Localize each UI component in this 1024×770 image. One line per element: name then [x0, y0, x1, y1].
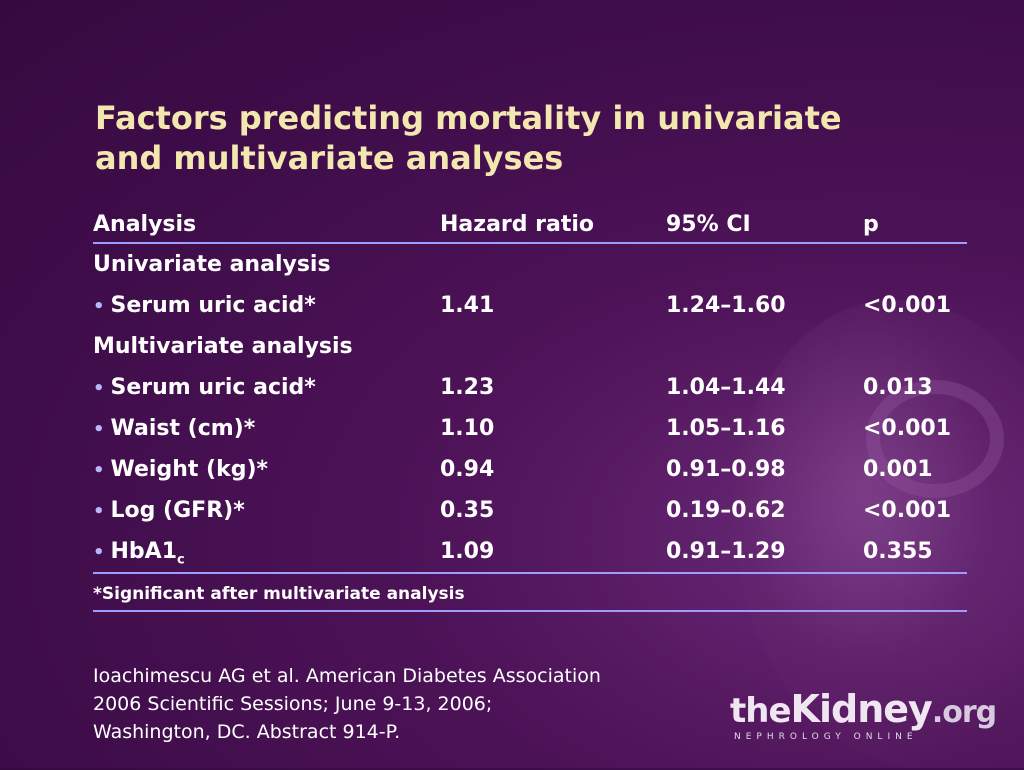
table-row: • Waist (cm)* 1.10 1.05–1.16 <0.001 — [93, 408, 967, 449]
factor-cell: • Weight (kg)* — [93, 457, 268, 482]
logo-wordmark: theKidney.org — [730, 690, 1010, 732]
logo-tagline: NEPHROLOGY ONLINE — [734, 732, 918, 742]
footnote-rule — [93, 610, 967, 612]
bullet-icon: • — [93, 542, 105, 563]
bullet-icon: • — [93, 296, 105, 317]
ci-cell: 0.91–1.29 — [666, 539, 786, 564]
header-ci: 95% CI — [666, 212, 751, 237]
header-analysis: Analysis — [93, 212, 197, 237]
header-hazard-ratio: Hazard ratio — [440, 212, 595, 237]
p-value-cell: <0.001 — [863, 293, 952, 318]
table-footnote: *Significant after multivariate analysis — [93, 584, 465, 604]
table-row: • Log (GFR)* 0.35 0.19–0.62 <0.001 — [93, 490, 967, 531]
factor-label: Log (GFR)* — [110, 498, 245, 523]
factor-cell: • HbA1c — [93, 539, 185, 567]
factor-subscript: c — [177, 552, 185, 568]
hazard-ratio-cell: 1.23 — [440, 375, 495, 400]
header-p: p — [863, 212, 879, 237]
factor-cell: • Serum uric acid* — [93, 293, 316, 318]
bullet-icon: • — [93, 378, 105, 399]
ci-cell: 1.24–1.60 — [666, 293, 786, 318]
hazard-ratio-cell: 0.94 — [440, 457, 495, 482]
ci-cell: 0.19–0.62 — [666, 498, 786, 523]
hazard-ratio-cell: 1.10 — [440, 416, 495, 441]
logo-the: the — [730, 691, 792, 731]
ci-cell: 1.04–1.44 — [666, 375, 786, 400]
ci-cell: 1.05–1.16 — [666, 416, 786, 441]
section-label: Univariate analysis — [93, 252, 331, 277]
table-row: • Serum uric acid* 1.41 1.24–1.60 <0.001 — [93, 285, 967, 326]
section-row-univariate: Univariate analysis — [93, 244, 967, 285]
section-row-multivariate: Multivariate analysis — [93, 326, 967, 367]
p-value-cell: 0.013 — [863, 375, 933, 400]
p-value-cell: <0.001 — [863, 416, 952, 441]
results-table: Analysis Hazard ratio 95% CI p Univariat… — [93, 204, 967, 612]
title-line-2: and multivariate analyses — [95, 139, 564, 177]
factor-label: Weight (kg)* — [110, 457, 269, 482]
citation-line-2: 2006 Scientific Sessions; June 9-13, 200… — [93, 693, 493, 715]
factor-label: HbA1 — [110, 539, 178, 564]
factor-label: Serum uric acid* — [110, 293, 316, 318]
logo-kidney: Kidney — [790, 687, 933, 731]
factor-cell: • Serum uric acid* — [93, 375, 316, 400]
table-bottom-rule — [93, 572, 967, 574]
p-value-cell: 0.355 — [863, 539, 933, 564]
ci-cell: 0.91–0.98 — [666, 457, 786, 482]
factor-label: Serum uric acid* — [110, 375, 316, 400]
table-row: • Serum uric acid* 1.23 1.04–1.44 0.013 — [93, 367, 967, 408]
factor-label: Waist (cm)* — [110, 416, 256, 441]
title-line-1: Factors predicting mortality in univaria… — [95, 99, 842, 137]
table-row: • HbA1c 1.09 0.91–1.29 0.355 — [93, 531, 967, 572]
citation-line-1: Ioachimescu AG et al. American Diabetes … — [93, 665, 601, 687]
table-row: • Weight (kg)* 0.94 0.91–0.98 0.001 — [93, 449, 967, 490]
logo-org: .org — [931, 695, 997, 730]
factor-cell: • Waist (cm)* — [93, 416, 255, 441]
slide-title: Factors predicting mortality in univaria… — [95, 98, 915, 178]
hazard-ratio-cell: 0.35 — [440, 498, 495, 523]
bullet-icon: • — [93, 419, 105, 440]
thekidney-logo: theKidney.org NEPHROLOGY ONLINE — [730, 690, 1010, 750]
hazard-ratio-cell: 1.09 — [440, 539, 495, 564]
hazard-ratio-cell: 1.41 — [440, 293, 495, 318]
section-label: Multivariate analysis — [93, 334, 353, 359]
factor-cell: • Log (GFR)* — [93, 498, 245, 523]
p-value-cell: 0.001 — [863, 457, 933, 482]
citation-line-3: Washington, DC. Abstract 914-P. — [93, 721, 401, 743]
table-header-row: Analysis Hazard ratio 95% CI p — [93, 204, 967, 242]
bullet-icon: • — [93, 460, 105, 481]
citation: Ioachimescu AG et al. American Diabetes … — [93, 662, 733, 746]
header-rule — [93, 242, 967, 244]
p-value-cell: <0.001 — [863, 498, 952, 523]
bullet-icon: • — [93, 501, 105, 522]
